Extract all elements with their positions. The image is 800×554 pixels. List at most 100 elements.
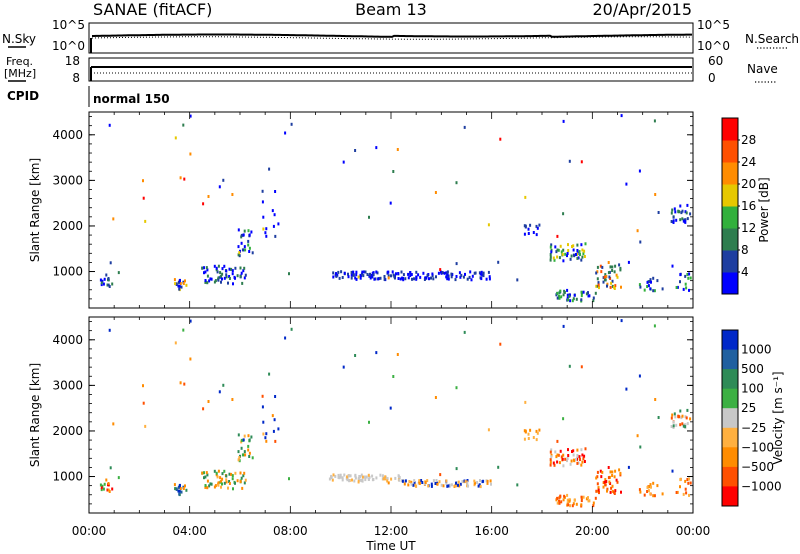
data-cell	[213, 485, 216, 489]
data-cell	[234, 471, 237, 475]
data-cell	[237, 253, 240, 257]
data-cell	[412, 483, 415, 487]
data-cell	[142, 401, 145, 405]
data-cell	[100, 281, 103, 285]
data-cell	[488, 275, 491, 279]
data-cell	[387, 481, 390, 485]
data-cell	[549, 450, 552, 454]
data-cell	[611, 269, 614, 272]
data-cell	[201, 471, 204, 475]
data-cell	[384, 475, 387, 479]
colorbar-tick-label: 24	[741, 155, 756, 169]
data-cell	[347, 474, 350, 478]
data-cell	[208, 279, 211, 283]
data-cell	[559, 449, 562, 453]
data-cell	[361, 272, 363, 276]
freq-panel: Freq. [MHz] 18 8 60 0 Nave	[4, 54, 778, 85]
data-cell	[428, 277, 430, 281]
data-cell	[457, 483, 459, 487]
data-cell	[650, 485, 652, 489]
data-cell	[536, 431, 539, 435]
data-cell	[447, 277, 450, 281]
data-cell	[439, 268, 442, 272]
data-cell	[331, 478, 334, 482]
data-cell	[686, 408, 689, 412]
data-cell	[364, 478, 367, 482]
data-cell	[354, 276, 357, 280]
data-cell	[672, 215, 675, 219]
data-cell	[481, 480, 484, 484]
data-cell	[239, 471, 242, 475]
data-cell	[117, 476, 120, 480]
data-cell	[264, 231, 267, 235]
data-cell	[102, 282, 105, 286]
data-cell	[599, 264, 602, 268]
data-cell	[606, 282, 609, 286]
colorbar-swatch	[722, 408, 738, 429]
data-cell	[367, 477, 370, 481]
data-cell	[225, 269, 228, 273]
data-cell	[459, 275, 462, 279]
data-cell	[268, 372, 271, 376]
data-cell	[183, 177, 186, 181]
data-cell	[346, 475, 349, 479]
data-cell	[679, 280, 681, 284]
data-cell	[399, 277, 402, 281]
data-cell	[653, 494, 656, 498]
data-cell	[684, 274, 687, 278]
nave-label: Nave	[747, 62, 778, 76]
data-cell	[220, 274, 223, 278]
data-cell	[562, 498, 565, 502]
data-cell	[686, 478, 689, 481]
data-cell	[265, 439, 268, 443]
colorbar-tick-label: 8	[741, 243, 749, 257]
data-cell	[206, 473, 209, 477]
data-cell	[685, 286, 688, 290]
data-cell	[672, 424, 675, 428]
data-cell	[343, 271, 346, 275]
data-cell	[432, 277, 435, 281]
data-cell	[247, 229, 250, 233]
data-cell	[499, 342, 502, 346]
data-cell	[566, 459, 568, 463]
data-cell	[567, 454, 570, 457]
data-cell	[251, 251, 254, 255]
data-cell	[562, 248, 565, 252]
data-cell	[550, 455, 553, 459]
power-axes: 1000 2000 3000 4000	[52, 112, 694, 309]
data-cell	[689, 417, 692, 421]
colorbar-swatch	[722, 369, 738, 390]
data-cell	[559, 494, 562, 498]
data-cell	[605, 480, 608, 483]
colorbar-swatch	[722, 228, 738, 251]
data-cell	[415, 484, 418, 488]
data-cell	[549, 255, 552, 259]
data-cell	[605, 275, 608, 278]
data-cell	[221, 472, 224, 476]
data-cell	[107, 482, 110, 485]
data-cell	[342, 365, 345, 369]
data-cell	[202, 202, 205, 206]
data-cell	[572, 244, 575, 248]
data-cell	[337, 270, 340, 274]
data-cell	[108, 328, 111, 332]
data-cell	[580, 298, 583, 302]
data-cell	[656, 279, 659, 283]
data-cell	[225, 273, 228, 277]
data-cell	[408, 480, 411, 483]
data-cell	[360, 473, 363, 477]
data-cell	[228, 275, 231, 278]
data-cell	[203, 476, 205, 480]
data-cell	[620, 114, 623, 118]
data-cell	[217, 278, 220, 282]
data-cell	[174, 136, 177, 140]
data-cell	[274, 190, 277, 193]
data-cell	[101, 279, 104, 283]
data-cell	[359, 475, 362, 479]
data-cell	[221, 267, 224, 271]
data-cell	[250, 435, 253, 439]
data-cell	[562, 259, 565, 263]
data-cell	[243, 450, 246, 454]
data-cell	[596, 270, 599, 274]
data-cell	[556, 296, 559, 300]
